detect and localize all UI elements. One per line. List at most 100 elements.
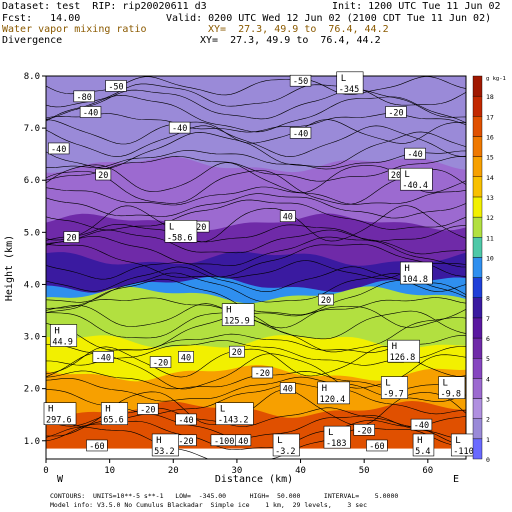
contour-label-box [137,403,159,415]
colorbar-level: 13 [486,194,494,202]
contour-label-box [279,210,296,222]
contour-label-box [63,231,80,243]
colorbar-level: 17 [486,113,494,121]
extremum-value: 297.6 [46,416,72,426]
colorbar-swatch [472,196,483,218]
colorbar-level: 9 [486,275,490,283]
field1-xy: XY= 27.3, 49.9 to 76.4, 44.2 [208,24,389,35]
extremum-kind: H [417,436,422,446]
colorbar-level: 15 [486,154,494,162]
colorbar-swatch [472,418,483,440]
contour-label: -60 [89,442,104,452]
contour-label-box [366,439,388,452]
extremum-box [317,381,350,405]
contour-label-box [385,106,407,118]
contour-info: CONTOURS: UNITS=10**-5 s**-1 LOW= -345.0… [50,492,399,500]
contour-label: -60 [369,442,384,452]
colorbar-swatch [472,398,483,419]
y-tick-label: 3.0 [24,333,40,343]
contour-label-box [178,351,194,363]
colorbar-level: 14 [486,174,494,182]
extremum-box [151,433,179,457]
colorbar-swatch [472,237,483,258]
extremum-value: -40.4 [402,181,428,191]
extremum-kind: L [385,379,390,389]
contour-label-box [92,351,114,363]
contour-label-box [289,74,312,87]
x-tick-label: 0 [43,466,48,476]
contour-label-box [229,345,245,358]
extremum-box [400,261,433,285]
contour-label: 40 [181,353,191,363]
init-label: Init: 1200 UTC Tue 11 Jun 02 [332,1,501,12]
colorbar-level: 6 [486,335,490,343]
colorbar-swatch [472,116,483,137]
extremum-kind: L [443,379,448,389]
contour-label: -20 [153,359,168,369]
extremum-box [438,376,466,399]
colorbar-level: 10 [486,254,494,262]
colorbar-swatch [472,257,483,278]
divergence-contour [46,229,466,255]
divergence-contour [46,193,466,219]
divergence-contour [46,236,466,268]
extremum-box [380,376,408,399]
contour-label-box [410,418,433,431]
divergence-contour [46,155,466,182]
extremum-kind: L [169,222,174,232]
colorbar-swatch [472,297,483,319]
divergence-contour [46,205,466,243]
y-tick-label: 4.0 [24,280,40,290]
x-tick-label: 60 [422,466,433,476]
contour-label: 40 [238,437,248,447]
extremum-kind: H [404,264,409,274]
extremum-kind: H [54,327,59,337]
extremum-box [100,402,128,426]
colorbar-level: 3 [486,396,490,404]
x-tick-label: 40 [295,466,306,476]
colorbar-swatch [472,277,483,298]
divergence-contour [46,272,466,303]
divergence-contour [46,224,466,243]
extremum-box [43,402,77,426]
field2-xy: XY= 27.3, 49.9 to 76.4, 44.2 [200,35,381,46]
plot-frame [45,75,467,460]
contour-label-box [289,127,312,139]
extremum-kind: H [226,306,231,316]
valid-time-label: Valid: 0200 UTC Wed 12 Jun 02 (2100 CDT … [166,13,492,24]
extremum-box [221,303,255,327]
extremum-value: -183 [326,439,346,449]
divergence-contour [46,426,466,459]
extremum-kind: H [322,384,327,394]
colorbar-swatch [472,216,483,238]
contour-label-box [149,356,172,368]
contour-label-box [235,434,252,447]
divergence-contour [46,266,466,293]
colorbar-level: 8 [486,295,490,303]
contour-label: -20 [357,426,372,436]
extremum-kind: H [392,342,397,352]
colorbar-level: 5 [486,355,490,363]
extremum-value: 65.6 [103,416,123,426]
divergence-contour [46,310,466,340]
contour-label: -40 [407,150,422,160]
x-tick-label: 20 [168,466,179,476]
contour-label-box [175,413,197,426]
contour-label-box [105,80,127,92]
colorbar-level: 16 [486,133,494,141]
colorbar-swatch [472,95,483,117]
extremum-kind: L [455,436,460,446]
colorbar-level: 0 [486,456,490,464]
contour-label: -40 [414,421,429,431]
divergence-contour [46,150,466,170]
divergence-contour [46,125,466,158]
extremum-value: 44.9 [52,338,72,348]
contour-label: -40 [51,145,66,155]
extremum-kind: L [404,170,409,180]
extremum-box [50,324,78,347]
contour-label: 40 [283,213,293,223]
contour-label-box [48,142,70,155]
extremum-value: 120.4 [320,395,346,405]
colorbar-level: 1 [486,436,490,444]
field2-name: Divergence [2,35,63,46]
